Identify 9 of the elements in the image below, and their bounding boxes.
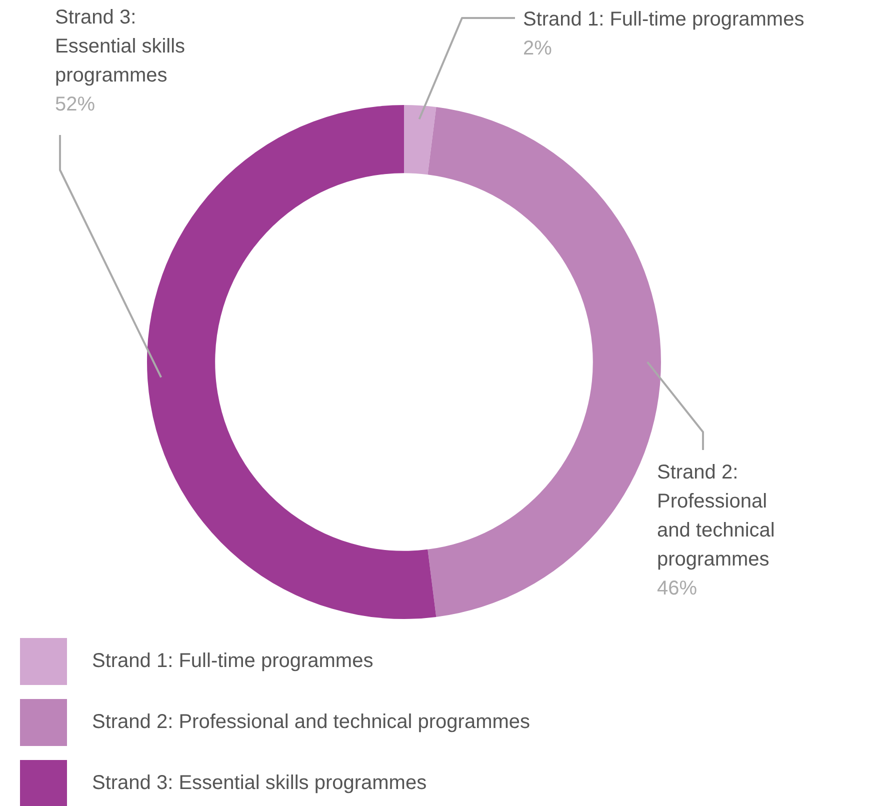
legend-label: Strand 2: Professional and technical programmes bbox=[92, 711, 530, 734]
slice-label: Strand 3: Essential skills programmes bbox=[55, 6, 186, 87]
legend-label: Strand 3: Essential skills programmes bbox=[92, 772, 427, 795]
slice-label: Strand 1: Full-time programmes bbox=[523, 8, 804, 31]
data-label: 2% bbox=[523, 38, 552, 60]
slice-label: Strand 2: Professional and technical programmes bbox=[657, 462, 775, 571]
legend-label: Strand 1: Full-time programmes bbox=[92, 650, 374, 673]
data-label: 52% bbox=[55, 94, 96, 116]
data-label: 46% bbox=[657, 578, 698, 600]
